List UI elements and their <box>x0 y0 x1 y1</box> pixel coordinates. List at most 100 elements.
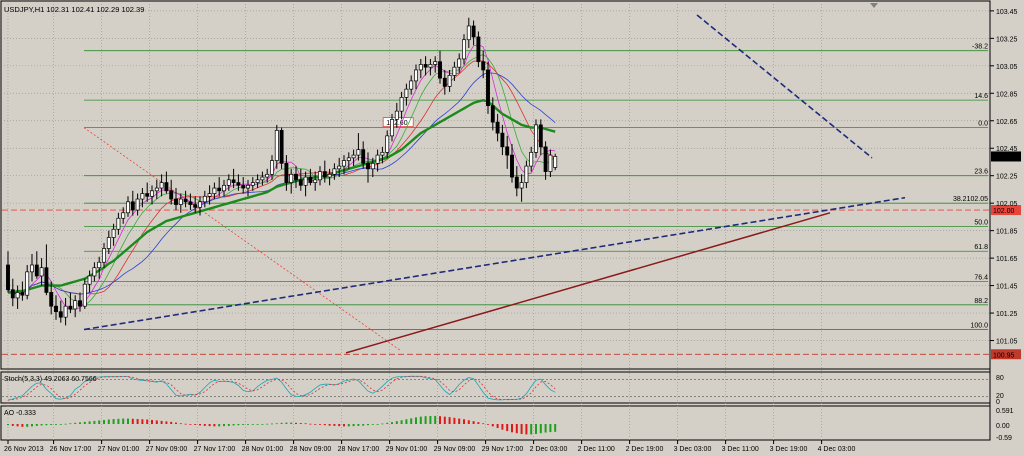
ao-bar <box>439 416 441 424</box>
time-axis: 26 Nov 2013 26 Nov 17:00 27 Nov 01:00 27 No… <box>4 440 855 453</box>
candle-body <box>361 149 366 164</box>
candle-body <box>250 182 255 186</box>
candle-body <box>428 64 433 68</box>
ao-tick-label: -0.59 <box>996 435 1012 442</box>
ma-8-line <box>7 54 556 307</box>
ao-bar <box>482 423 485 425</box>
ao-bar <box>179 423 182 425</box>
candle-body <box>510 154 514 178</box>
fib-level-label: 61.8 <box>974 244 988 251</box>
ao-bar <box>55 424 57 425</box>
candle-body <box>106 237 111 249</box>
ao-bar <box>549 424 552 433</box>
ao-bar <box>467 420 470 424</box>
ao-bar <box>463 419 465 424</box>
ao-bar <box>535 424 537 434</box>
candle-body <box>457 58 462 68</box>
stoch-level-label: 0 <box>996 399 1000 406</box>
candle-body <box>68 305 73 310</box>
candle-body <box>462 39 466 60</box>
fib-level-label: 0.0 <box>978 121 988 128</box>
ao-bar <box>477 422 480 424</box>
ao-bar <box>285 422 288 424</box>
chart-shift-marker[interactable] <box>870 3 878 8</box>
price-tick-label: 101.85 <box>996 229 1018 236</box>
candle-body <box>44 267 49 293</box>
ao-bar <box>107 419 110 424</box>
ao-bar <box>184 423 187 425</box>
ao-bar <box>405 419 408 424</box>
fib-level-label: -38.2 <box>972 44 988 51</box>
price-tick-label: 102.45 <box>996 146 1018 153</box>
candle-body <box>222 184 226 192</box>
candle-body <box>452 66 457 76</box>
candle-body <box>313 179 318 183</box>
ao-bar <box>453 417 456 424</box>
ao-bar <box>131 418 134 424</box>
stoch-label: Stoch(5,3,3) 49.2063 60.7566 <box>4 376 97 383</box>
price-tick-label: 102.85 <box>996 91 1018 98</box>
time-tick-label: 29 Nov 17:00 <box>482 446 524 453</box>
candle-body <box>217 187 222 192</box>
candle-body <box>481 61 486 71</box>
fib-level-label: 38.2102.05 <box>953 196 988 203</box>
ao-bar <box>251 424 254 425</box>
resistance-trendline <box>696 14 873 159</box>
candle-body <box>164 182 169 192</box>
trend-lines <box>83 14 906 354</box>
ao-bar <box>520 424 523 434</box>
price-tick-label: 102.05 <box>996 201 1018 208</box>
ao-bar <box>141 419 144 424</box>
stochastic-oscillator: Stoch(5,3,3) 49.2063 60.7566 80 200 <box>2 375 1004 406</box>
candle-body <box>236 182 241 186</box>
candle-body <box>34 264 39 277</box>
ao-bar <box>544 424 547 433</box>
ao-bar <box>314 424 317 425</box>
time-tick-label: 27 Nov 01:00 <box>98 446 140 453</box>
fib-level-label: 14.6 <box>974 93 988 100</box>
long-moving-average <box>345 212 831 354</box>
ao-tick-label: 0.591 <box>996 408 1014 415</box>
candle-body <box>231 179 236 183</box>
candle-body <box>418 64 423 71</box>
ao-bar <box>290 422 293 424</box>
grid-lines <box>4 4 990 440</box>
ao-bar <box>50 424 53 425</box>
ao-bar <box>386 422 389 424</box>
candle-body <box>385 135 390 153</box>
ao-bar <box>88 421 91 424</box>
candle-body <box>159 182 164 189</box>
candle-body <box>500 132 505 148</box>
ao-bar <box>59 424 62 425</box>
ao-bar <box>103 419 105 424</box>
candle-body <box>538 124 543 148</box>
candle-body <box>298 179 303 186</box>
candle-body <box>97 261 102 269</box>
candle-body <box>111 228 116 238</box>
ma-21-line <box>7 72 556 295</box>
candle-body <box>529 151 534 167</box>
candle-body <box>495 121 500 134</box>
fibonacci-levels: -38.2 14.6 0.0 23.6 38.2102.05 50.0 61.8 76.4 88… <box>83 44 988 351</box>
ao-bar <box>280 422 283 424</box>
fib-level-label: 50.0 <box>974 220 988 227</box>
horizontal-line-price-box <box>991 349 1021 360</box>
ao-bar <box>424 416 427 424</box>
candle-body <box>274 130 279 161</box>
candle-body <box>226 179 231 186</box>
ao-bar <box>122 418 125 424</box>
candle-body <box>289 173 294 183</box>
candle-body <box>121 212 126 219</box>
ao-bar <box>376 424 379 425</box>
price-tick-label: 101.25 <box>996 311 1018 318</box>
ao-bar <box>299 423 302 424</box>
candle-body <box>490 105 495 123</box>
price-tick-label: 102.65 <box>996 119 1018 126</box>
current-price-box <box>991 151 1021 162</box>
candle-body <box>116 217 121 230</box>
ao-bar <box>343 424 345 427</box>
candle-body <box>279 130 284 164</box>
ao-bar <box>511 424 513 433</box>
ao-bar <box>357 424 360 426</box>
ao-bar <box>83 421 86 424</box>
